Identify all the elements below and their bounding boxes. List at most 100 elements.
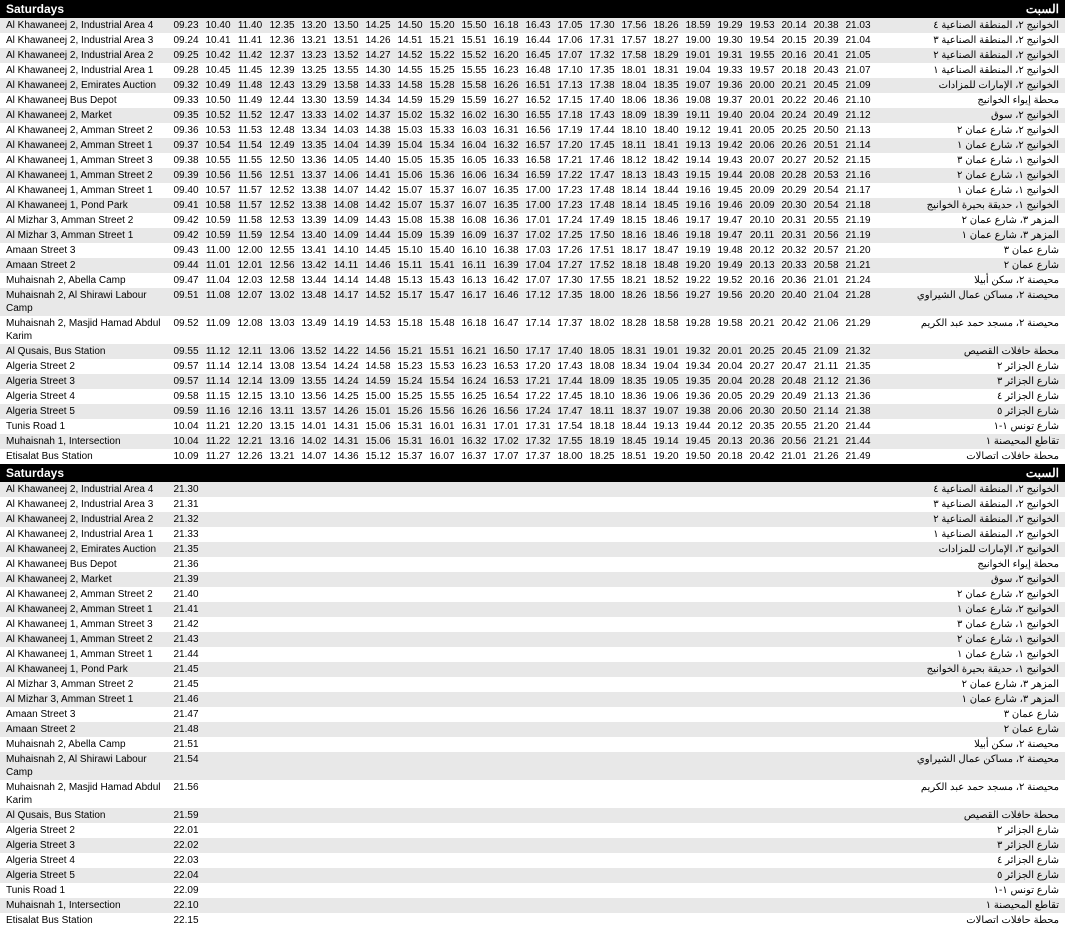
time-cell: 16.23 (490, 64, 522, 77)
time-cell: 20.53 (810, 169, 842, 182)
stop-name-en: Al Khawaneej 2, Industrial Area 2 (6, 49, 170, 62)
time-cell: 18.46 (650, 229, 682, 242)
time-cell: 20.05 (746, 124, 778, 137)
time-cell: 21.36 (842, 375, 874, 388)
time-cell: 14.30 (362, 64, 394, 77)
time-cells: 22.10 (170, 899, 895, 912)
time-cell: 14.59 (362, 375, 394, 388)
time-cell: 20.26 (778, 139, 810, 152)
time-cell: 18.31 (618, 345, 650, 358)
time-cell: 15.01 (362, 405, 394, 418)
time-cell: 15.39 (426, 229, 458, 242)
table-row: Al Khawaneej 1, Amman Street 309.3810.55… (0, 153, 1065, 168)
time-cell: 20.38 (810, 19, 842, 32)
time-cell: 16.38 (490, 244, 522, 257)
time-cell: 09.24 (170, 34, 202, 47)
time-cell: 14.27 (362, 49, 394, 62)
time-cell: 17.32 (586, 49, 618, 62)
time-cell: 13.38 (298, 184, 330, 197)
time-cell: 22.01 (170, 824, 202, 837)
stop-name-ar: الخوانيج ٢، شارع عمان ٢ (895, 588, 1059, 601)
time-cell: 13.11 (266, 405, 298, 418)
time-cell: 16.32 (458, 435, 490, 448)
time-cell: 13.41 (298, 244, 330, 257)
time-cell: 19.04 (650, 360, 682, 373)
time-cell: 16.36 (490, 214, 522, 227)
table-row: Al Khawaneej Bus Depot09.3310.5011.4912.… (0, 93, 1065, 108)
time-cell: 12.56 (266, 259, 298, 272)
stop-name-ar: محطة حافلات اتصالات (895, 914, 1059, 927)
time-cell: 17.56 (618, 19, 650, 32)
time-cell: 15.56 (426, 405, 458, 418)
table-row: Al Mizhar 3, Amman Street 121.46المزهر ٣… (0, 692, 1065, 707)
stop-name-ar: الخوانيج ١، شارع عمان ٢ (895, 633, 1059, 646)
time-cell: 21.16 (842, 169, 874, 182)
time-cell: 16.31 (490, 124, 522, 137)
time-cell: 21.59 (170, 809, 202, 822)
time-cell: 18.58 (650, 317, 682, 330)
time-cell: 19.35 (682, 375, 714, 388)
time-cell: 20.43 (810, 64, 842, 77)
time-cells: 09.5211.0912.0813.0313.4914.1914.5315.18… (170, 317, 895, 330)
time-cell: 09.23 (170, 19, 202, 32)
time-cell: 20.25 (778, 124, 810, 137)
time-cell: 11.14 (202, 360, 234, 373)
time-cell: 21.20 (842, 244, 874, 257)
time-cell: 19.05 (650, 375, 682, 388)
time-cells: 21.33 (170, 528, 895, 541)
time-cell: 21.33 (170, 528, 202, 541)
time-cell: 20.56 (810, 229, 842, 242)
stop-name-en: Al Khawaneej 1, Pond Park (6, 199, 170, 212)
time-cell: 16.43 (522, 19, 554, 32)
table-row: Tunis Road 122.09شارع تونس ١-١ (0, 883, 1065, 898)
time-cell: 16.51 (522, 79, 554, 92)
time-cell: 20.47 (778, 360, 810, 373)
stop-name-en: Al Qusais, Bus Station (6, 809, 170, 822)
time-cell: 21.13 (842, 124, 874, 137)
time-cell: 19.16 (682, 184, 714, 197)
time-cell: 11.59 (234, 229, 266, 242)
time-cell: 20.28 (778, 169, 810, 182)
time-cell: 12.39 (266, 64, 298, 77)
time-cell: 14.09 (330, 229, 362, 242)
time-cell: 10.50 (202, 94, 234, 107)
time-cell: 19.22 (682, 274, 714, 287)
time-cell: 16.30 (490, 109, 522, 122)
stop-name-ar: محيصنة ٢، مسجد حمد عبد الكريم (895, 317, 1059, 330)
time-cell: 14.42 (362, 199, 394, 212)
stop-name-ar: تقاطع المحيصنة ١ (895, 435, 1059, 448)
time-cell: 15.31 (394, 435, 426, 448)
time-cell: 14.06 (330, 169, 362, 182)
time-cell: 20.51 (810, 139, 842, 152)
time-cell: 10.57 (202, 184, 234, 197)
time-cell: 18.36 (618, 390, 650, 403)
time-cell: 12.53 (266, 214, 298, 227)
time-cell: 16.39 (490, 259, 522, 272)
time-cell: 20.40 (778, 289, 810, 302)
time-cell: 16.45 (522, 49, 554, 62)
time-cell: 15.04 (394, 139, 426, 152)
time-cell: 14.31 (330, 435, 362, 448)
time-cell: 15.22 (426, 49, 458, 62)
time-cell: 12.16 (234, 405, 266, 418)
time-cells: 10.0911.2712.2613.2114.0714.3615.1215.37… (170, 450, 895, 463)
stop-name-ar: المزهر ٣، شارع عمان ١ (895, 229, 1059, 242)
time-cell: 18.44 (650, 184, 682, 197)
time-cell: 11.49 (234, 94, 266, 107)
time-cell: 14.39 (362, 139, 394, 152)
time-cell: 16.13 (458, 274, 490, 287)
time-cell: 17.44 (586, 124, 618, 137)
time-cell: 19.33 (714, 64, 746, 77)
time-cell: 09.59 (170, 405, 202, 418)
time-cell: 15.37 (426, 184, 458, 197)
stop-name-en: Etisalat Bus Station (6, 450, 170, 463)
time-cell: 13.30 (298, 94, 330, 107)
time-cell: 12.54 (266, 229, 298, 242)
time-cell: 21.20 (810, 420, 842, 433)
time-cell: 18.01 (618, 64, 650, 77)
time-cell: 17.26 (554, 244, 586, 257)
time-cell: 19.36 (682, 390, 714, 403)
time-cells: 21.43 (170, 633, 895, 646)
time-cell: 10.41 (202, 34, 234, 47)
time-cells: 21.31 (170, 498, 895, 511)
